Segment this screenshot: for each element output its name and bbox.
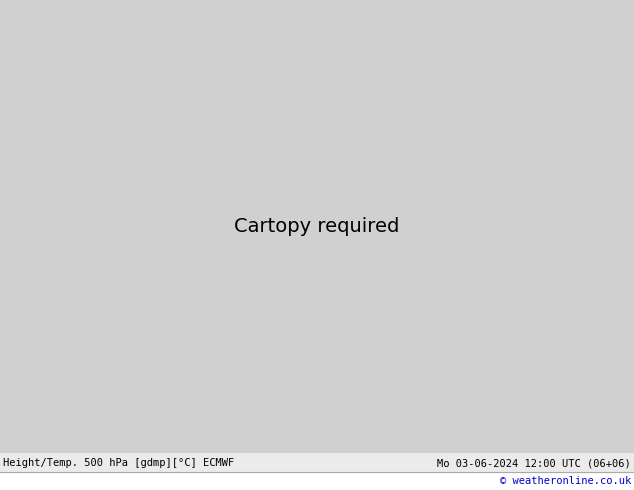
Text: Mo 03-06-2024 12:00 UTC (06+06): Mo 03-06-2024 12:00 UTC (06+06) (437, 458, 631, 468)
Text: Cartopy required: Cartopy required (235, 217, 399, 236)
Text: © weatheronline.co.uk: © weatheronline.co.uk (500, 476, 631, 486)
Bar (0, 453, 634, 472)
Text: Height/Temp. 500 hPa [gdmp][°C] ECMWF: Height/Temp. 500 hPa [gdmp][°C] ECMWF (3, 458, 234, 468)
